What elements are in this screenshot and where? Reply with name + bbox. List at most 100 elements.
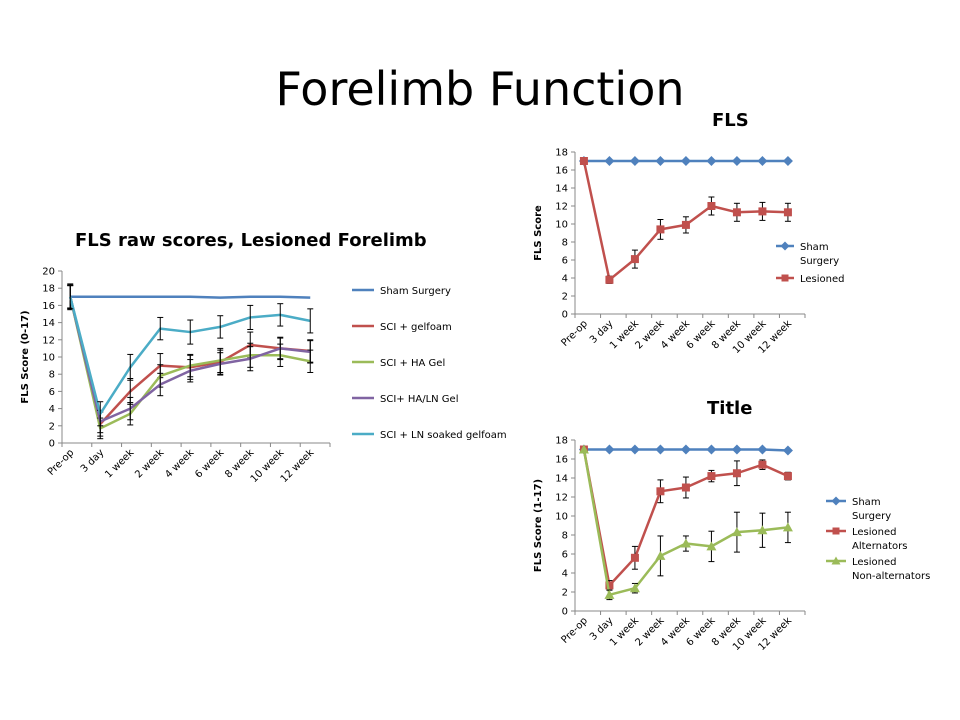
series-1: Lesioned	[579, 157, 845, 285]
data-point	[630, 255, 639, 264]
data-point	[630, 553, 639, 562]
y-axis-label: FLS Score (1-17)	[533, 479, 544, 572]
data-point	[706, 156, 717, 166]
data-point	[783, 208, 792, 217]
series-line	[70, 295, 311, 299]
data-point	[782, 445, 793, 456]
y-tick-label: 4	[562, 569, 568, 580]
data-point	[707, 202, 716, 210]
data-point	[782, 522, 793, 532]
legend-label: SCI + gelfoam	[380, 322, 452, 333]
y-tick-label: 2	[562, 588, 568, 599]
data-point	[732, 469, 741, 478]
data-point	[731, 527, 742, 537]
y-tick-label: 4	[49, 404, 55, 415]
legend-marker	[832, 527, 840, 535]
legend-label: Alternators	[852, 541, 907, 552]
y-tick-label: 12	[555, 493, 568, 504]
y-tick-label: 12	[555, 202, 568, 213]
data-point	[758, 460, 767, 469]
x-tick-label: 6 week	[193, 447, 226, 480]
data-point	[706, 444, 717, 455]
legend-label: SCI + LN soaked gelfoam	[380, 430, 507, 441]
legend-label: SCI+ HA/LN Gel	[380, 394, 458, 405]
y-tick-label: 2	[562, 292, 568, 303]
series-1: Lesioned Alternators	[579, 445, 907, 591]
data-point	[757, 525, 768, 535]
x-tick-label: Pre-op	[560, 615, 591, 646]
data-point	[757, 444, 768, 455]
y-tick-label: 6	[562, 550, 568, 561]
legend-label: Lesioned	[800, 274, 845, 285]
series-0: Sham Surgery	[578, 444, 891, 522]
data-point	[680, 444, 691, 455]
series-3: SCI+ HA/LN Gel	[67, 285, 458, 434]
data-point	[732, 208, 741, 217]
y-tick-label: 6	[49, 387, 55, 398]
legend-label: Sham Surgery	[380, 286, 451, 297]
data-point	[656, 225, 665, 234]
data-point	[783, 472, 792, 481]
x-tick-label: 12 week	[279, 447, 317, 485]
slide-title: Forelimb Function	[275, 62, 685, 116]
y-tick-label: 8	[562, 238, 568, 249]
y-tick-label: 6	[562, 256, 568, 267]
y-tick-label: 0	[562, 607, 568, 618]
y-axis-label: FLS Score	[533, 205, 544, 261]
data-point	[605, 581, 614, 590]
y-tick-label: 10	[555, 512, 568, 523]
legend-marker	[781, 274, 789, 282]
y-axis-label: FLS Score (0-17)	[20, 310, 31, 403]
legend-label: Sham	[852, 497, 881, 508]
y-tick-label: 18	[555, 148, 568, 159]
x-tick-label: 3 day	[79, 447, 107, 475]
y-tick-label: 0	[562, 310, 568, 321]
x-tick-label: 2 week	[133, 447, 166, 480]
legend-label: Surgery	[800, 256, 839, 267]
series-0: Sham Surgery	[578, 156, 839, 267]
data-point	[629, 156, 640, 166]
x-tick-label: 4 week	[163, 447, 196, 480]
data-point	[604, 589, 615, 599]
legend-label: Surgery	[852, 511, 891, 522]
data-point	[655, 444, 666, 455]
legend-label: Non-alternators	[852, 571, 930, 582]
y-tick-label: 10	[42, 353, 55, 364]
legend-label: SCI + HA Gel	[380, 358, 445, 369]
y-tick-label: 8	[562, 531, 568, 542]
y-tick-label: 14	[555, 474, 568, 485]
y-tick-label: 16	[555, 166, 568, 177]
series-4: SCI + LN soaked gelfoam	[67, 284, 507, 441]
series-line	[582, 449, 789, 587]
y-tick-label: 8	[49, 370, 55, 381]
data-point	[680, 156, 691, 166]
data-point	[605, 275, 614, 284]
data-point	[681, 483, 690, 492]
y-tick-label: 16	[42, 301, 55, 312]
data-point	[706, 541, 717, 551]
y-tick-label: 14	[555, 184, 568, 195]
data-point	[757, 156, 768, 166]
y-tick-label: 12	[42, 335, 55, 346]
legend-label: Lesioned	[852, 557, 897, 568]
data-point	[629, 583, 640, 593]
data-point	[655, 550, 666, 560]
series-line	[582, 449, 789, 597]
y-tick-label: 4	[562, 274, 568, 285]
chart-title-fls: FLS	[712, 110, 749, 131]
legend-marker	[831, 496, 841, 506]
data-point	[681, 220, 690, 229]
y-tick-label: 14	[42, 318, 55, 329]
legend-label: Sham	[800, 242, 829, 253]
legend-label: Lesioned	[852, 527, 897, 538]
data-point	[604, 444, 615, 455]
data-point	[656, 487, 665, 496]
x-tick-label: Pre-op	[560, 318, 591, 349]
y-tick-label: 0	[49, 439, 55, 450]
series-2: SCI + HA Gel	[67, 285, 445, 440]
x-tick-label: Pre-op	[46, 447, 77, 478]
legend-marker	[831, 556, 841, 565]
